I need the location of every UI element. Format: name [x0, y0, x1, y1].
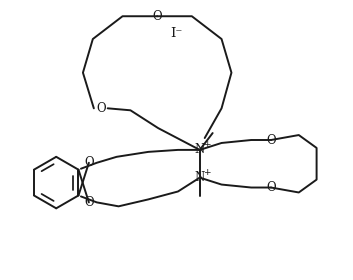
Text: N: N — [195, 143, 205, 157]
Text: O: O — [266, 134, 276, 146]
Text: +: + — [203, 168, 210, 177]
Text: O: O — [84, 156, 94, 169]
Text: O: O — [84, 196, 94, 209]
Text: +: + — [203, 141, 210, 150]
Text: O: O — [152, 10, 162, 23]
Text: I⁻: I⁻ — [170, 27, 182, 39]
Text: O: O — [96, 102, 106, 115]
Text: O: O — [266, 181, 276, 194]
Text: N: N — [195, 171, 205, 184]
